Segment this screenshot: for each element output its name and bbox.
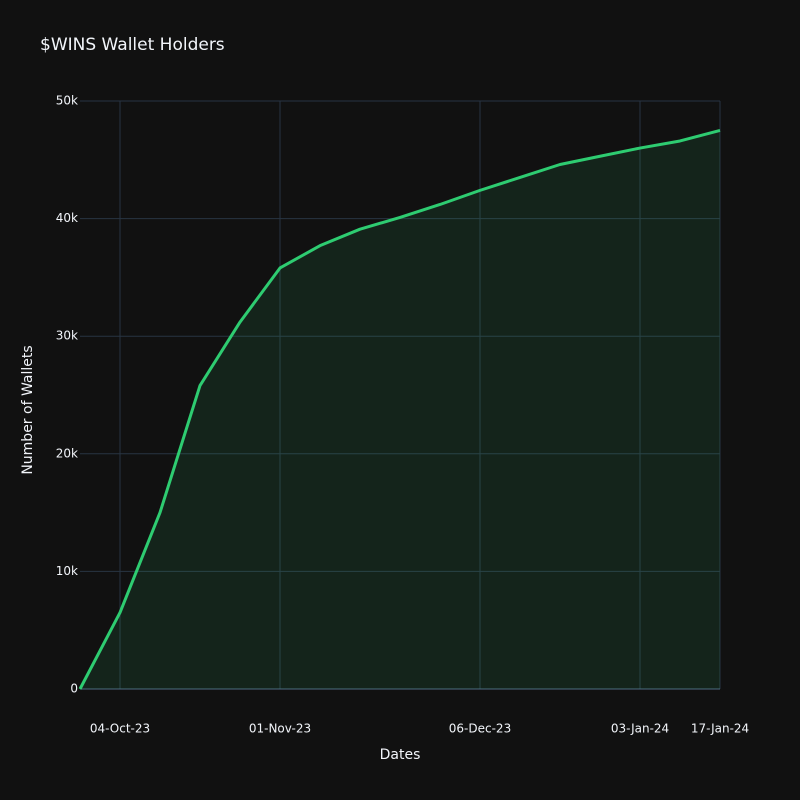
x-axis-label: Dates bbox=[380, 747, 421, 763]
area-fill bbox=[80, 130, 720, 689]
line bbox=[78, 128, 721, 690]
y-tick-label: 0 bbox=[70, 682, 78, 696]
y-tick-label: 20k bbox=[56, 446, 78, 460]
y-tick-label: 40k bbox=[56, 211, 78, 225]
x-tick-label: 17-Jan-24 bbox=[691, 722, 749, 736]
x-tick-label: 04-Oct-23 bbox=[90, 722, 150, 736]
chart-title: $WINS Wallet Holders bbox=[40, 35, 225, 55]
x-tick-label: 01-Nov-23 bbox=[249, 722, 311, 736]
y-tick-label: 50k bbox=[56, 94, 78, 108]
x-tick-label: 03-Jan-24 bbox=[611, 722, 669, 736]
y-axis-label: Number of Wallets bbox=[20, 345, 36, 474]
x-tick-label: 06-Dec-23 bbox=[449, 722, 511, 736]
y-tick-label: 30k bbox=[56, 329, 78, 343]
y-tick-label: 10k bbox=[56, 564, 78, 578]
